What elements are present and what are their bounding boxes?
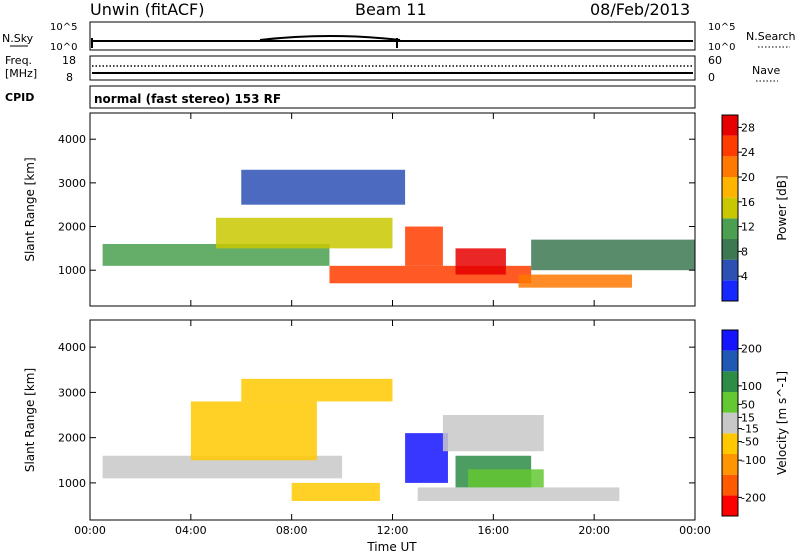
colorbar-swatch [722,495,738,516]
colorbar-swatch [722,371,738,392]
freq-label-1: Freq. [5,54,32,67]
scatter-region [291,482,380,501]
freq-tick-bottom: 8 [66,71,73,84]
colorbar-swatch [722,156,738,177]
nave-label: Nave [752,64,780,77]
noise-tick-top-right: 10^5 [708,22,735,33]
colorbar-swatch [722,239,738,260]
colorbar-title: Power [dB] [775,175,789,240]
date-title: 08/Feb/2013 [590,0,690,19]
colorbar-tick-label: 28 [741,121,755,134]
colorbar-swatch [722,412,738,434]
colorbar-swatch [722,115,738,136]
scatter-region [102,455,343,479]
scatter-region [216,217,393,249]
colorbar-tick-label: 15 [741,411,755,424]
colorbar-swatch [722,474,738,496]
y-axis-title: Slant Range [km] [23,368,37,472]
colorbar-tick-label: 100 [741,380,762,393]
colorbar-tick-label: -15 [741,423,759,436]
y-tick-label: 3000 [58,177,86,190]
colorbar-swatch [722,135,738,157]
scatter-region [241,169,406,205]
nsearch-label: N.Search [746,30,796,43]
scatter-region [417,487,620,501]
colorbar-swatch [722,177,738,198]
cpid-label: CPID [5,91,34,104]
colorbar-tick-label: 4 [741,270,748,283]
scatter-region [442,415,544,452]
colorbar-tick-label: 200 [741,343,762,356]
beam-title: Beam 11 [355,0,427,19]
colorbar-swatch [722,454,738,475]
x-tick-label: 00:00 [74,524,106,537]
x-tick-label: 08:00 [276,524,308,537]
nsky-label: N.Sky [2,32,34,45]
x-tick-label: 00:00 [679,524,711,537]
colorbar-tick-label: -50 [741,436,759,449]
colorbar-swatch [722,392,738,413]
noise-tick-bottom-right: 10^0 [708,42,735,53]
noise-tick-top-left: 10^5 [50,22,77,33]
scatter-region [405,433,448,483]
scatter-region [102,243,330,266]
scatter-region [190,401,317,461]
colorbar-swatch [722,259,738,281]
scatter-region [241,378,393,402]
y-tick-label: 4000 [58,341,86,354]
noise-panel [89,21,696,51]
scatter-region [405,226,443,266]
colorbar-tick-label: 24 [741,146,755,159]
colorbar-swatch [722,330,738,351]
station-title: Unwin (fitACF) [90,0,204,19]
colorbar-tick-label: 12 [741,221,755,234]
freq-tick-top: 18 [62,54,76,67]
x-tick-label: 12:00 [377,524,409,537]
freq-panel [89,55,696,81]
y-tick-label: 3000 [58,386,86,399]
y-tick-label: 1000 [58,264,86,277]
x-tick-label: 20:00 [578,524,610,537]
cpid-text: normal (fast stereo) 153 RF [94,92,281,106]
y-axis-title: Slant Range [km] [23,157,37,261]
freq-label-2: [MHz] [5,67,37,80]
data-panels: 1000 2000 3000 4000 Slant Range [km] 4 8 12 16 20… [23,112,789,537]
colorbar-tick-label: 20 [741,171,755,184]
colorbar-swatch [722,433,738,454]
colorbar-frame [721,114,739,302]
x-axis-title: Time UT [366,540,417,554]
colorbar-swatch [722,218,738,239]
scatter-region [518,274,632,288]
colorbar-tick-label: 8 [741,245,748,258]
colorbar-tick-label: -200 [741,491,766,504]
y-tick-label: 1000 [58,477,86,490]
noise-tick-bottom-left: 10^0 [50,42,77,53]
colorbar-tick-label: -100 [741,454,766,467]
x-tick-label: 16:00 [477,524,509,537]
noise-trace-bump [259,35,401,41]
y-tick-label: 2000 [58,432,86,445]
scatter-region [455,248,506,275]
colorbar-tick-label: 50 [741,398,755,411]
cpid-panel [89,85,696,109]
colorbar-swatch [722,280,738,301]
colorbar-frame [721,329,739,517]
y-tick-label: 4000 [58,133,86,146]
nave-tick-top: 60 [708,54,722,67]
scatter-region [531,239,695,271]
x-tick-label: 04:00 [175,524,207,537]
colorbar-swatch [722,350,738,372]
colorbar-tick-label: 16 [741,196,755,209]
y-tick-label: 2000 [58,221,86,234]
scatter-region [468,469,544,488]
nave-tick-bottom: 0 [708,71,715,84]
colorbar-swatch [722,197,738,219]
colorbar-title: Velocity [m s^-1] [775,371,789,475]
